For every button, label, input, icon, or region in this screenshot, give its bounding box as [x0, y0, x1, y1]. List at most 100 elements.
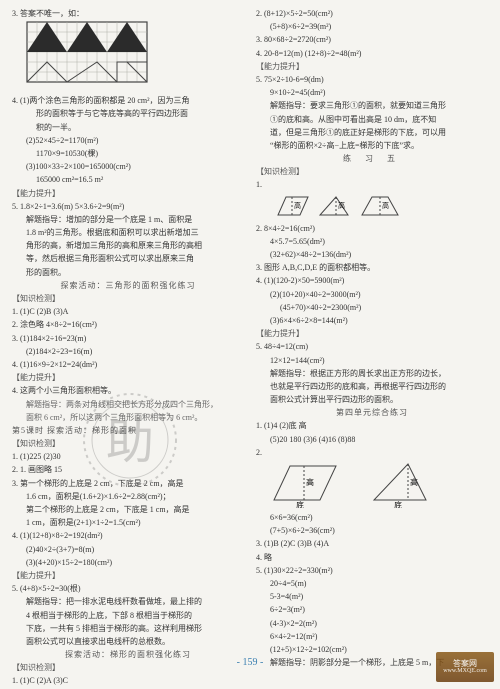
text-line: 6×4÷2=12(m²)	[256, 631, 488, 642]
text-line: (2)52×45÷2=1170(m²)	[12, 135, 244, 146]
text-line: 1.8 m²的三角形。根据底和面积可以求出新增加三	[12, 227, 244, 238]
text-line: 4. 20-8=12(m) (12+8)÷2=48(m²)	[256, 48, 488, 59]
section-title: 探索活动：三角形的面积强化练习	[12, 280, 244, 291]
text-line: 12×12=144(cm²)	[256, 355, 488, 366]
text-line: 5-3=4(m²)	[256, 591, 488, 602]
text-line: 2. (8+12)×5÷2=50(cm²)	[256, 8, 488, 19]
text-line: 5. 1.8×2÷1=3.6(m) 5×3.6÷2=9(m²)	[12, 201, 244, 212]
left-column: 3. 答案不唯一，如：	[12, 8, 244, 689]
text-line: 6÷2=3(m²)	[256, 604, 488, 615]
svg-text:底: 底	[296, 500, 304, 508]
section-title: 第5课时 探索活动：梯形的面积	[12, 425, 244, 436]
text-line: 2. 1. 画图略 15	[12, 464, 244, 475]
logo-line1: 答案网	[453, 659, 477, 669]
text-line: 2. 涂色略 4×8÷2=16(cm²)	[12, 319, 244, 330]
text-line: 4. (1)16×9÷2×12=24(dm²)	[12, 359, 244, 370]
text-line: 解题指导：两条对角线相交把长方形分成四个三角形，	[12, 399, 244, 410]
triangle-icon: 高	[316, 193, 352, 219]
text-line: (5)20 180 (3)6 (4)16 (8)88	[256, 434, 488, 445]
svg-text:底: 底	[394, 500, 402, 508]
text-line: (4-3)×2=2(m²)	[256, 618, 488, 629]
text-line: 5. (4+8)×5÷2=30(根)	[12, 583, 244, 594]
shapes-row-1: 高 高 高	[270, 193, 488, 219]
text-line: 3. 图形 A,B,C,D,E 的面积都相等。	[256, 262, 488, 273]
section-heading: 【知识检测】	[256, 166, 488, 177]
text-line: 等，然后根据三角形面积公式可以求出原来三角	[12, 253, 244, 264]
text-line: (3)6×4×6÷2×8=144(m²)	[256, 315, 488, 326]
text-line: (2)40×2÷(3+7)=8(m)	[12, 544, 244, 555]
text-line: (45+70)×40÷2=2300(m²)	[256, 302, 488, 313]
text-line: 第二个梯形的上底是 2 cm，下底是 1 cm，高是	[12, 504, 244, 515]
text-line: 角形的高，新增加三角形的高和原来三角形的高相	[12, 240, 244, 251]
text-line: “梯形的面积×2÷高−上底=梯形的下底”求。	[256, 140, 488, 151]
text-line: 4. (1)(12+8)×8÷2=192(dm²)	[12, 530, 244, 541]
text-line: 2. 8×4÷2=16(cm²)	[256, 223, 488, 234]
logo-line2: www.MXQE.com	[443, 668, 487, 675]
text-line: 20÷4=5(m)	[256, 578, 488, 589]
text-line: (32+62)×48÷2=136(dm²)	[256, 249, 488, 260]
right-column: 2. (8+12)×5÷2=50(cm²) (5+8)×6÷2=39(m²) 3…	[256, 8, 488, 689]
text-line: 1 cm，面积是(2+1)×1÷2=1.5(cm²)	[12, 517, 244, 528]
text-line: 4. (1)(120-2)×50=5900(m²)	[256, 275, 488, 286]
text-line: (2)(10+20)×40÷2=3000(m²)	[256, 289, 488, 300]
section-title: 第四单元综合练习	[256, 407, 488, 418]
text-line: 下底，一共有 5 排相当于梯形的高。这样利用梯形	[12, 623, 244, 634]
parallelogram-large-icon: 高 底	[270, 460, 340, 508]
text-line: 解题指导：根据正方形的周长求出正方形的边长，	[256, 368, 488, 379]
svg-text:高: 高	[410, 477, 418, 487]
text-line: (7+5)×6÷2=36(cm²)	[256, 525, 488, 536]
text-line: 1170×9=10530(棵)	[12, 148, 244, 159]
text-line: 4 根相当于梯形的上底，下部 8 根相当于梯形的	[12, 610, 244, 621]
text-line: 形的面积等于与它等底等高的平行四边形面	[12, 108, 244, 119]
text-line: 面积 6 cm²，所以这两个三角形面积相等为 6 cm²。	[12, 412, 244, 423]
text-line: 3. 80×68÷2=2720(cm²)	[256, 34, 488, 45]
text-line: 1.6 cm，面积是(1.6+2)×1.6÷2=2.88(cm²)；	[12, 491, 244, 502]
triangle-large-icon: 高 底	[370, 460, 430, 508]
text-line: 1. (1)C (2)B (3)A	[12, 306, 244, 317]
text-line: 5. 75×2÷10-6=9(dm)	[256, 74, 488, 85]
text-line: (5+8)×6÷2=39(m²)	[256, 21, 488, 32]
text-line: 1.	[256, 179, 488, 190]
section-heading: 【能力提升】	[256, 328, 488, 339]
text-line: 3. (1)B (2)C (3)B (4)A	[256, 538, 488, 549]
text-line: 6×6=36(cm²)	[256, 512, 488, 523]
text-line: 4. (1)两个涂色三角形的面积都是 20 cm²，因为三角	[12, 95, 244, 106]
shapes-row-2: 高 底 高 底	[270, 460, 488, 508]
text-line: 解题指导：增加的部分是一个底是 1 m、面积是	[12, 214, 244, 225]
section-heading: 【能力提升】	[256, 61, 488, 72]
text-line: 4. 这两个小三角形面积相等。	[12, 385, 244, 396]
text-line: (3)100×33÷2×100=165000(cm²)	[12, 161, 244, 172]
text-line: ①的底和高。从图中可看出高是 10 dm，底不知	[256, 114, 488, 125]
q3-intro: 3. 答案不唯一，如：	[12, 8, 244, 19]
svg-text:高: 高	[338, 201, 345, 210]
text-line: 1. (1)225 (2)30	[12, 451, 244, 462]
text-line: 形的面积。	[12, 267, 244, 278]
text-line: 5. 48÷4=12(cm)	[256, 341, 488, 352]
section-heading: 【知识检测】	[12, 438, 244, 449]
svg-text:高: 高	[382, 201, 389, 210]
text-line: 1. (1)4 (2)底 高	[256, 420, 488, 431]
text-line: 4. 略	[256, 552, 488, 563]
corner-logo: 答案网 www.MXQE.com	[436, 652, 494, 682]
section-title: 练 习 五	[256, 153, 488, 164]
text-line: 3. (1)184×2÷16=23(m)	[12, 333, 244, 344]
text-line: 165000 cm²=16.5 m²	[12, 174, 244, 185]
svg-text:高: 高	[294, 201, 301, 210]
text-line: 面积公式计算出平行四边形的面积。	[256, 394, 488, 405]
parallelogram-icon: 高	[270, 193, 310, 219]
text-line: 解题指导：把一排水泥电线杆数看做堆，最上排的	[12, 596, 244, 607]
text-line: 道，但是三角形①的底正好是梯形的下底，可以用	[256, 127, 488, 138]
grid-figure	[26, 21, 244, 91]
section-heading: 【能力提升】	[12, 188, 244, 199]
text-line: 1. (1)C (2)A (3)C	[12, 675, 244, 686]
text-line: 解题指导：要求三角形①的面积，就要知道三角形	[256, 100, 488, 111]
section-heading: 【能力提升】	[12, 570, 244, 581]
trapezoid-icon: 高	[358, 193, 402, 219]
text-line: 9×10÷2=45(dm²)	[256, 87, 488, 98]
text-line: (2)184×2÷23=16(m)	[12, 346, 244, 357]
text-line: 积的一半。	[12, 122, 244, 133]
text-line: (3)(4+20)×15÷2=180(cm²)	[12, 557, 244, 568]
text-line: 5. (1)30×22÷2=330(m²)	[256, 565, 488, 576]
text-line: 面积公式可以直接求出电线杆的总根数。	[12, 636, 244, 647]
text-line: 也就是平行四边形的底和高，再根据平行四边形的	[256, 381, 488, 392]
